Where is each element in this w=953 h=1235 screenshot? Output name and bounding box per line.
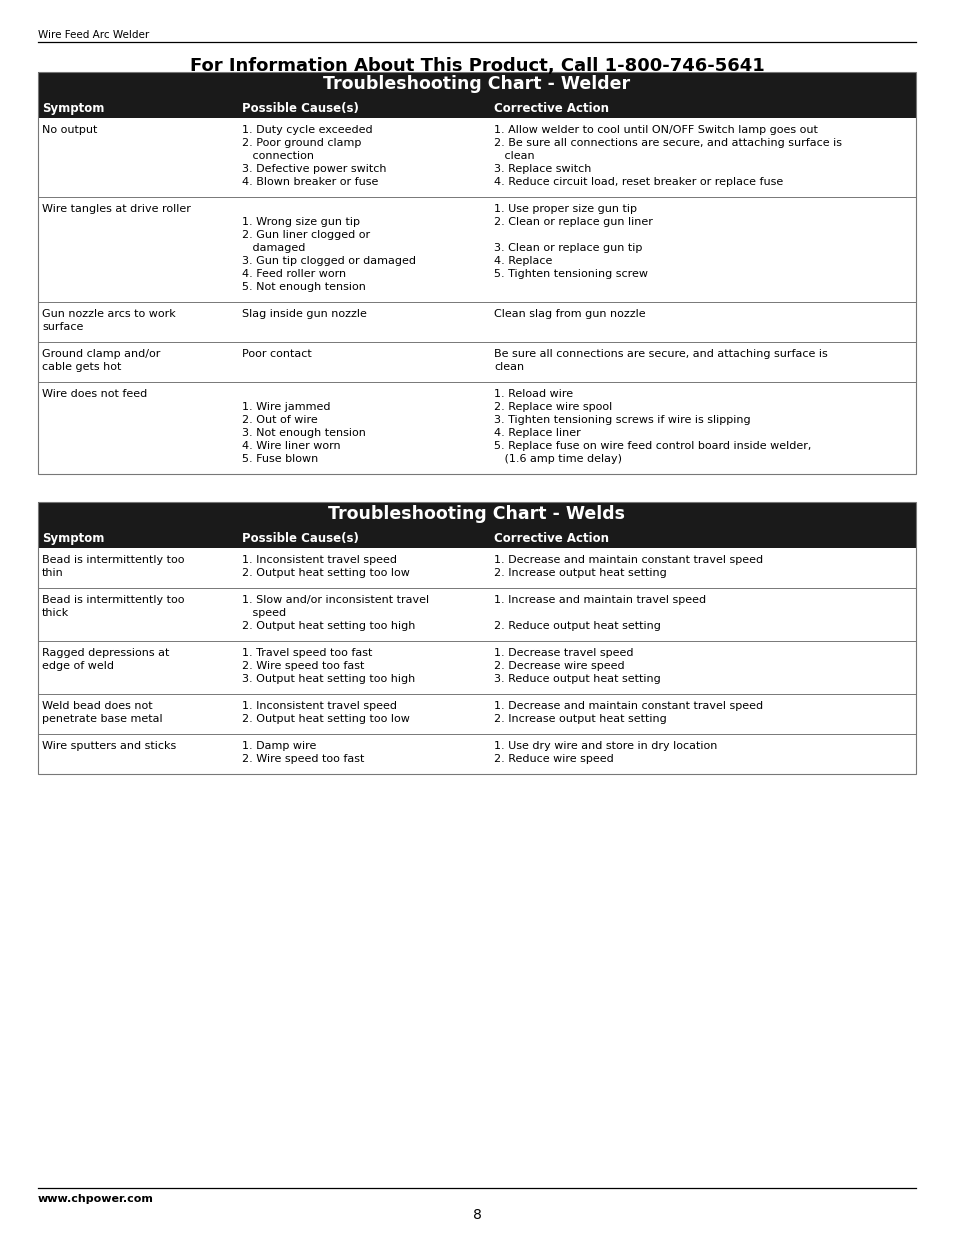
Text: 1. Decrease and maintain constant travel speed: 1. Decrease and maintain constant travel… bbox=[494, 701, 762, 711]
Text: 2. Poor ground clamp: 2. Poor ground clamp bbox=[242, 138, 361, 148]
Text: Be sure all connections are secure, and attaching surface is: Be sure all connections are secure, and … bbox=[494, 350, 827, 359]
Text: 3. Clean or replace gun tip: 3. Clean or replace gun tip bbox=[494, 243, 641, 253]
Text: Gun nozzle arcs to work: Gun nozzle arcs to work bbox=[42, 309, 175, 319]
Text: 2. Reduce output heat setting: 2. Reduce output heat setting bbox=[494, 621, 660, 631]
Text: For Information About This Product, Call 1-800-746-5641: For Information About This Product, Call… bbox=[190, 57, 763, 75]
Text: 2. Output heat setting too high: 2. Output heat setting too high bbox=[242, 621, 415, 631]
Text: Possible Cause(s): Possible Cause(s) bbox=[242, 103, 358, 115]
Text: 4. Replace: 4. Replace bbox=[494, 256, 552, 266]
Text: 5. Fuse blown: 5. Fuse blown bbox=[242, 454, 318, 464]
Text: speed: speed bbox=[242, 608, 286, 618]
Text: 1. Travel speed too fast: 1. Travel speed too fast bbox=[242, 648, 372, 658]
Text: surface: surface bbox=[42, 322, 83, 332]
Bar bbox=[38, 529, 915, 548]
Text: penetrate base metal: penetrate base metal bbox=[42, 714, 162, 724]
Text: Corrective Action: Corrective Action bbox=[494, 532, 608, 545]
Text: 1. Use dry wire and store in dry location: 1. Use dry wire and store in dry locatio… bbox=[494, 741, 717, 751]
Text: 4. Blown breaker or fuse: 4. Blown breaker or fuse bbox=[242, 177, 378, 186]
Text: 1. Inconsistent travel speed: 1. Inconsistent travel speed bbox=[242, 701, 396, 711]
Text: 5. Tighten tensioning screw: 5. Tighten tensioning screw bbox=[494, 269, 647, 279]
Text: 4. Replace liner: 4. Replace liner bbox=[494, 429, 580, 438]
Text: www.chpower.com: www.chpower.com bbox=[38, 1194, 153, 1204]
Text: 5. Replace fuse on wire feed control board inside welder,: 5. Replace fuse on wire feed control boa… bbox=[494, 441, 810, 451]
Text: Troubleshooting Chart - Welds: Troubleshooting Chart - Welds bbox=[328, 505, 625, 522]
Text: 1. Wrong size gun tip: 1. Wrong size gun tip bbox=[242, 217, 359, 227]
Text: Wire Feed Arc Welder: Wire Feed Arc Welder bbox=[38, 30, 149, 40]
Text: Wire sputters and sticks: Wire sputters and sticks bbox=[42, 741, 176, 751]
Bar bbox=[38, 72, 915, 474]
Text: 3. Output heat setting too high: 3. Output heat setting too high bbox=[242, 674, 415, 684]
Text: Possible Cause(s): Possible Cause(s) bbox=[242, 532, 358, 545]
Text: 4. Reduce circuit load, reset breaker or replace fuse: 4. Reduce circuit load, reset breaker or… bbox=[494, 177, 782, 186]
Text: No output: No output bbox=[42, 125, 97, 135]
Bar bbox=[38, 98, 915, 119]
Text: Bead is intermittently too: Bead is intermittently too bbox=[42, 595, 184, 605]
Text: 3. Tighten tensioning screws if wire is slipping: 3. Tighten tensioning screws if wire is … bbox=[494, 415, 750, 425]
Text: Ragged depressions at: Ragged depressions at bbox=[42, 648, 170, 658]
Text: 2. Wire speed too fast: 2. Wire speed too fast bbox=[242, 661, 364, 671]
Text: 4. Feed roller worn: 4. Feed roller worn bbox=[242, 269, 346, 279]
Text: 2. Out of wire: 2. Out of wire bbox=[242, 415, 317, 425]
Text: 2. Increase output heat setting: 2. Increase output heat setting bbox=[494, 568, 666, 578]
Text: Wire tangles at drive roller: Wire tangles at drive roller bbox=[42, 204, 191, 214]
Text: 1. Decrease travel speed: 1. Decrease travel speed bbox=[494, 648, 633, 658]
Text: Symptom: Symptom bbox=[42, 103, 104, 115]
Bar bbox=[38, 501, 915, 529]
Text: Bead is intermittently too: Bead is intermittently too bbox=[42, 555, 184, 564]
Text: 1. Slow and/or inconsistent travel: 1. Slow and/or inconsistent travel bbox=[242, 595, 429, 605]
Text: 2. Be sure all connections are secure, and attaching surface is: 2. Be sure all connections are secure, a… bbox=[494, 138, 841, 148]
Text: 2. Increase output heat setting: 2. Increase output heat setting bbox=[494, 714, 666, 724]
Text: 2. Gun liner clogged or: 2. Gun liner clogged or bbox=[242, 230, 370, 240]
Text: Symptom: Symptom bbox=[42, 532, 104, 545]
Text: 1. Reload wire: 1. Reload wire bbox=[494, 389, 573, 399]
Text: 2. Reduce wire speed: 2. Reduce wire speed bbox=[494, 755, 613, 764]
Text: thick: thick bbox=[42, 608, 70, 618]
Text: 3. Reduce output heat setting: 3. Reduce output heat setting bbox=[494, 674, 660, 684]
Text: clean: clean bbox=[494, 362, 523, 372]
Text: 3. Not enough tension: 3. Not enough tension bbox=[242, 429, 366, 438]
Text: 1. Decrease and maintain constant travel speed: 1. Decrease and maintain constant travel… bbox=[494, 555, 762, 564]
Text: 3. Replace switch: 3. Replace switch bbox=[494, 164, 591, 174]
Bar bbox=[38, 72, 915, 98]
Text: 2. Output heat setting too low: 2. Output heat setting too low bbox=[242, 714, 410, 724]
Text: 8: 8 bbox=[472, 1208, 481, 1221]
Text: 1. Wire jammed: 1. Wire jammed bbox=[242, 403, 330, 412]
Text: 2. Output heat setting too low: 2. Output heat setting too low bbox=[242, 568, 410, 578]
Text: 1. Allow welder to cool until ON/OFF Switch lamp goes out: 1. Allow welder to cool until ON/OFF Swi… bbox=[494, 125, 817, 135]
Text: 2. Replace wire spool: 2. Replace wire spool bbox=[494, 403, 612, 412]
Text: Slag inside gun nozzle: Slag inside gun nozzle bbox=[242, 309, 367, 319]
Text: 3. Gun tip clogged or damaged: 3. Gun tip clogged or damaged bbox=[242, 256, 416, 266]
Text: Corrective Action: Corrective Action bbox=[494, 103, 608, 115]
Text: Poor contact: Poor contact bbox=[242, 350, 312, 359]
Text: damaged: damaged bbox=[242, 243, 305, 253]
Text: 2. Decrease wire speed: 2. Decrease wire speed bbox=[494, 661, 624, 671]
Text: connection: connection bbox=[242, 151, 314, 161]
Bar bbox=[38, 501, 915, 774]
Text: 2. Clean or replace gun liner: 2. Clean or replace gun liner bbox=[494, 217, 652, 227]
Text: 4. Wire liner worn: 4. Wire liner worn bbox=[242, 441, 340, 451]
Text: 1. Inconsistent travel speed: 1. Inconsistent travel speed bbox=[242, 555, 396, 564]
Text: Weld bead does not: Weld bead does not bbox=[42, 701, 152, 711]
Text: cable gets hot: cable gets hot bbox=[42, 362, 121, 372]
Text: clean: clean bbox=[494, 151, 534, 161]
Text: Ground clamp and/or: Ground clamp and/or bbox=[42, 350, 160, 359]
Text: 1. Increase and maintain travel speed: 1. Increase and maintain travel speed bbox=[494, 595, 705, 605]
Text: Wire does not feed: Wire does not feed bbox=[42, 389, 147, 399]
Text: 1. Use proper size gun tip: 1. Use proper size gun tip bbox=[494, 204, 637, 214]
Text: thin: thin bbox=[42, 568, 64, 578]
Text: 1. Damp wire: 1. Damp wire bbox=[242, 741, 316, 751]
Text: Clean slag from gun nozzle: Clean slag from gun nozzle bbox=[494, 309, 645, 319]
Text: edge of weld: edge of weld bbox=[42, 661, 113, 671]
Text: 1. Duty cycle exceeded: 1. Duty cycle exceeded bbox=[242, 125, 373, 135]
Text: (1.6 amp time delay): (1.6 amp time delay) bbox=[494, 454, 621, 464]
Text: 3. Defective power switch: 3. Defective power switch bbox=[242, 164, 386, 174]
Text: 5. Not enough tension: 5. Not enough tension bbox=[242, 282, 366, 291]
Text: 2. Wire speed too fast: 2. Wire speed too fast bbox=[242, 755, 364, 764]
Text: Troubleshooting Chart - Welder: Troubleshooting Chart - Welder bbox=[323, 75, 630, 93]
